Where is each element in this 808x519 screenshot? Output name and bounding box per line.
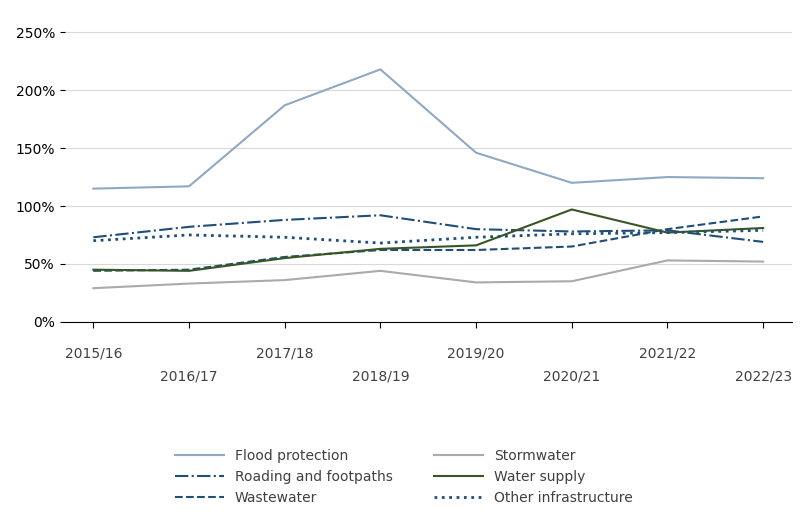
Text: 2020/21: 2020/21 <box>543 369 600 383</box>
Legend: Flood protection, Roading and footpaths, Wastewater, Stormwater, Water supply, O: Flood protection, Roading and footpaths,… <box>168 442 640 512</box>
Water supply <box>184 268 194 274</box>
Wastewater <box>280 254 289 260</box>
Other infrastructure <box>89 238 99 244</box>
Wastewater <box>184 267 194 273</box>
Roading and footpaths <box>567 228 577 235</box>
Flood protection <box>89 185 99 192</box>
Roading and footpaths <box>471 226 481 233</box>
Roading and footpaths <box>89 234 99 240</box>
Stormwater <box>471 279 481 285</box>
Text: 2017/18: 2017/18 <box>256 347 314 361</box>
Other infrastructure <box>758 227 768 234</box>
Roading and footpaths <box>758 239 768 245</box>
Flood protection <box>280 102 289 108</box>
Flood protection <box>567 180 577 186</box>
Text: 2016/17: 2016/17 <box>160 369 218 383</box>
Wastewater <box>567 243 577 250</box>
Other infrastructure <box>280 234 289 240</box>
Roading and footpaths <box>663 227 672 234</box>
Flood protection <box>376 66 385 73</box>
Wastewater <box>89 268 99 274</box>
Flood protection <box>471 149 481 156</box>
Water supply <box>567 207 577 213</box>
Stormwater <box>758 258 768 265</box>
Text: 2018/19: 2018/19 <box>351 369 409 383</box>
Flood protection <box>184 183 194 189</box>
Line: Flood protection: Flood protection <box>94 70 763 188</box>
Other infrastructure <box>567 230 577 237</box>
Stormwater <box>663 257 672 264</box>
Text: 2019/20: 2019/20 <box>448 347 505 361</box>
Wastewater <box>376 247 385 253</box>
Flood protection <box>758 175 768 181</box>
Stormwater <box>280 277 289 283</box>
Stormwater <box>89 285 99 291</box>
Other infrastructure <box>471 234 481 240</box>
Line: Stormwater: Stormwater <box>94 261 763 288</box>
Water supply <box>376 245 385 252</box>
Roading and footpaths <box>376 212 385 218</box>
Line: Other infrastructure: Other infrastructure <box>94 230 763 243</box>
Water supply <box>89 267 99 273</box>
Roading and footpaths <box>280 217 289 223</box>
Water supply <box>663 229 672 236</box>
Text: 2022/23: 2022/23 <box>734 369 792 383</box>
Water supply <box>280 255 289 261</box>
Stormwater <box>376 268 385 274</box>
Other infrastructure <box>376 240 385 246</box>
Wastewater <box>471 247 481 253</box>
Water supply <box>758 225 768 231</box>
Stormwater <box>184 280 194 286</box>
Text: 2021/22: 2021/22 <box>639 347 696 361</box>
Flood protection <box>663 174 672 180</box>
Line: Wastewater: Wastewater <box>94 216 763 271</box>
Wastewater <box>663 226 672 233</box>
Stormwater <box>567 278 577 284</box>
Wastewater <box>758 213 768 220</box>
Line: Water supply: Water supply <box>94 210 763 271</box>
Other infrastructure <box>184 232 194 238</box>
Line: Roading and footpaths: Roading and footpaths <box>94 215 763 242</box>
Water supply <box>471 242 481 249</box>
Roading and footpaths <box>184 224 194 230</box>
Other infrastructure <box>663 229 672 236</box>
Text: 2015/16: 2015/16 <box>65 347 122 361</box>
